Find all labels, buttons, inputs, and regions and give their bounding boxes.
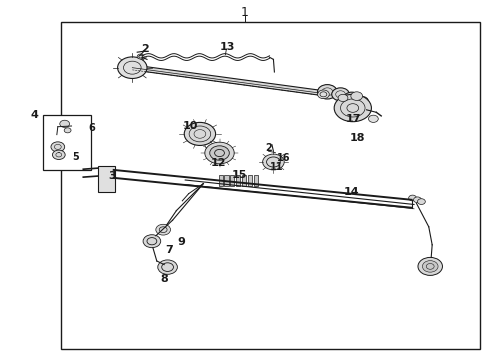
Circle shape [320,92,327,97]
Text: 6: 6 [89,123,96,133]
Text: 15: 15 [231,170,247,180]
Text: 2: 2 [265,143,272,153]
Circle shape [318,90,329,99]
Circle shape [139,55,143,58]
Text: 5: 5 [73,152,79,162]
Circle shape [51,142,65,152]
Polygon shape [132,65,321,95]
Circle shape [414,197,421,203]
Circle shape [417,199,425,204]
Circle shape [205,142,234,164]
Circle shape [184,122,216,145]
Bar [230,175,234,186]
Bar [242,175,246,186]
Circle shape [338,94,348,102]
Circle shape [123,61,141,74]
Text: 18: 18 [350,132,366,143]
Text: 12: 12 [210,158,226,168]
Text: 10: 10 [182,121,198,131]
Bar [224,175,228,186]
Circle shape [418,257,442,275]
Circle shape [64,128,71,133]
Bar [219,175,222,186]
Text: 2: 2 [141,44,148,54]
Circle shape [422,261,438,272]
Circle shape [52,150,65,159]
Circle shape [318,85,337,99]
Text: 9: 9 [177,237,185,247]
Bar [61,22,480,349]
Circle shape [137,54,144,59]
Polygon shape [98,166,115,192]
Text: 4: 4 [30,110,38,120]
Text: 13: 13 [220,42,236,52]
Circle shape [368,115,378,122]
Circle shape [263,154,284,170]
Circle shape [156,224,171,235]
Text: 11: 11 [270,162,284,172]
Circle shape [332,88,349,101]
Circle shape [118,57,147,78]
Text: 14: 14 [344,186,360,197]
Text: 17: 17 [346,114,362,124]
Circle shape [344,92,360,104]
Bar [254,175,258,186]
Bar [236,175,240,186]
Circle shape [158,260,177,274]
Text: 1: 1 [241,6,249,19]
Circle shape [355,96,368,107]
Bar [43,115,91,170]
Circle shape [60,120,70,127]
Text: 8: 8 [160,274,168,284]
Circle shape [351,92,363,100]
Circle shape [143,235,161,248]
Text: 7: 7 [165,245,173,255]
Circle shape [210,146,229,160]
Circle shape [409,195,416,201]
Bar [248,175,252,186]
Text: 16: 16 [276,153,290,163]
Text: 3: 3 [108,171,116,181]
Circle shape [334,94,371,122]
